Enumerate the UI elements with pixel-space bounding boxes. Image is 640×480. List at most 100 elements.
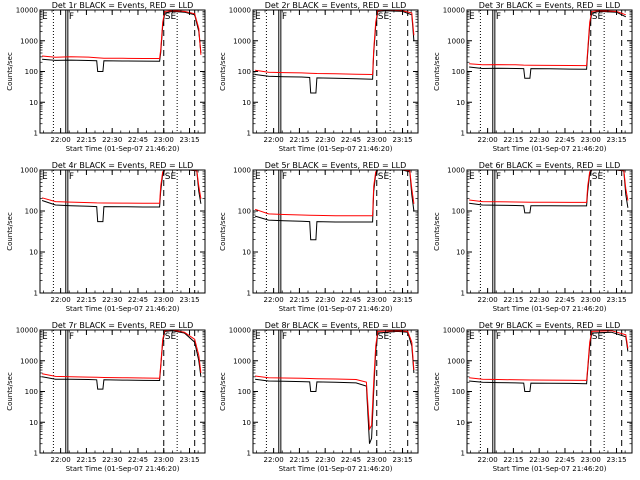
y-tick-label: 1 — [247, 290, 251, 298]
detector-panel: Det 4r BLACK = Events, RED = LLD 1 10 100 10… — [6, 161, 206, 313]
x-tick-label: 22:45 — [341, 456, 361, 464]
detector-panel: Det 3r BLACK = Events, RED = LLD 1 10 100 10… — [433, 1, 633, 153]
panel-title: Det 6r BLACK = Events, RED = LLD — [479, 161, 621, 170]
y-tick-label: 10000 — [16, 7, 38, 15]
x-axis-label: Start Time (01-Sep-07 21:46:20) — [493, 145, 607, 153]
y-tick-label: 100 — [238, 388, 251, 396]
y-tick-label: 100 — [25, 208, 38, 216]
plot-frame — [252, 169, 419, 294]
y-tick-label: 1 — [461, 450, 465, 458]
segment-marker: F — [69, 12, 74, 22]
segment-marker: E — [255, 172, 261, 182]
x-tick-label: 22:00 — [478, 136, 498, 144]
x-tick-label: 22:45 — [555, 136, 575, 144]
x-tick-label: 22:45 — [555, 456, 575, 464]
x-tick-label: 22:30 — [529, 296, 549, 304]
y-tick-label: 1000 — [447, 37, 465, 45]
segment-marker: SE — [165, 12, 177, 22]
segment-marker: F — [496, 12, 501, 22]
y-tick-label: 1000 — [447, 357, 465, 365]
x-tick-label: 22:15 — [289, 456, 309, 464]
x-tick-label: 22:15 — [76, 456, 96, 464]
events-series-line — [469, 331, 629, 392]
y-tick-label: 10000 — [443, 7, 465, 15]
x-tick-label: 23:00 — [367, 136, 387, 144]
segment-marker: E — [42, 332, 48, 342]
x-tick-label: 23:15 — [392, 456, 412, 464]
x-tick-label: 23:00 — [367, 296, 387, 304]
x-tick-label: 22:00 — [51, 136, 71, 144]
y-axis-label: Counts/sec — [6, 52, 14, 91]
panel-title: Det 5r BLACK = Events, RED = LLD — [265, 161, 407, 170]
y-axis-label: Counts/sec — [219, 212, 227, 251]
x-tick-label: 22:15 — [289, 136, 309, 144]
plot-frame — [252, 9, 419, 134]
y-axis-label: Counts/sec — [219, 52, 227, 91]
y-tick-label: 1 — [34, 450, 38, 458]
segment-marker: E — [469, 332, 475, 342]
segment-marker: SE — [378, 12, 390, 22]
x-axis-label: Start Time (01-Sep-07 21:46:20) — [279, 145, 393, 153]
x-tick-label: 23:15 — [606, 136, 626, 144]
panel-title: Det 8r BLACK = Events, RED = LLD — [265, 321, 407, 330]
y-tick-label: 1000 — [233, 37, 251, 45]
segment-marker: E — [255, 332, 261, 342]
y-tick-label: 1 — [461, 290, 465, 298]
x-tick-label: 22:00 — [264, 136, 284, 144]
x-tick-label: 23:00 — [154, 456, 174, 464]
y-tick-label: 1 — [34, 130, 38, 138]
y-axis-label: Counts/sec — [433, 372, 441, 411]
x-axis-label: Start Time (01-Sep-07 21:46:20) — [66, 305, 180, 313]
segment-marker: E — [469, 172, 475, 182]
panel-title: Det 2r BLACK = Events, RED = LLD — [265, 1, 407, 10]
y-tick-label: 10 — [242, 99, 251, 107]
segment-marker: F — [496, 172, 501, 182]
y-tick-label: 10 — [456, 249, 465, 257]
segment-marker: E — [42, 172, 48, 182]
segment-marker: E — [42, 12, 48, 22]
panel-title: Det 9r BLACK = Events, RED = LLD — [479, 321, 621, 330]
x-tick-label: 23:15 — [179, 296, 199, 304]
y-tick-label: 1000 — [20, 37, 38, 45]
lld-series-line — [469, 10, 626, 67]
x-axis-label: Start Time (01-Sep-07 21:46:20) — [279, 305, 393, 313]
y-tick-label: 100 — [238, 208, 251, 216]
lld-series-line — [255, 330, 415, 431]
y-tick-label: 10 — [242, 249, 251, 257]
detector-panel: Det 9r BLACK = Events, RED = LLD 1 10 100 10… — [433, 321, 633, 473]
x-tick-label: 22:45 — [341, 136, 361, 144]
x-tick-label: 22:00 — [478, 456, 498, 464]
y-tick-label: 1 — [247, 130, 251, 138]
panel-title: Det 4r BLACK = Events, RED = LLD — [52, 161, 194, 170]
x-tick-label: 22:15 — [289, 296, 309, 304]
y-tick-label: 1 — [461, 130, 465, 138]
panel-title: Det 7r BLACK = Events, RED = LLD — [52, 321, 194, 330]
plot-frame — [466, 9, 633, 134]
detector-panel: Det 6r BLACK = Events, RED = LLD 1 10 100 10… — [433, 161, 633, 313]
y-tick-label: 10000 — [443, 327, 465, 335]
x-tick-label: 22:45 — [555, 296, 575, 304]
x-axis-label: Start Time (01-Sep-07 21:46:20) — [279, 465, 393, 473]
y-tick-label: 10 — [242, 419, 251, 427]
x-axis-label: Start Time (01-Sep-07 21:46:20) — [493, 305, 607, 313]
detector-panel: Det 2r BLACK = Events, RED = LLD 1 10 100 10… — [219, 1, 419, 153]
y-tick-label: 10 — [29, 99, 38, 107]
detector-panel: Det 7r BLACK = Events, RED = LLD 1 10 100 10… — [6, 321, 206, 473]
x-tick-label: 22:45 — [128, 296, 148, 304]
x-tick-label: 23:00 — [367, 456, 387, 464]
y-axis-label: Counts/sec — [6, 372, 14, 411]
x-tick-label: 23:15 — [606, 456, 626, 464]
segment-marker: SE — [378, 332, 390, 342]
x-tick-label: 22:15 — [503, 136, 523, 144]
y-axis-label: Counts/sec — [433, 52, 441, 91]
events-series-line — [42, 10, 202, 72]
x-tick-label: 23:15 — [606, 296, 626, 304]
y-tick-label: 10000 — [229, 7, 251, 15]
y-tick-label: 10000 — [16, 327, 38, 335]
y-tick-label: 1 — [247, 450, 251, 458]
panel-title: Det 1r BLACK = Events, RED = LLD — [52, 1, 194, 10]
segment-marker: F — [282, 332, 287, 342]
y-tick-label: 100 — [452, 388, 465, 396]
segment-marker: SE — [378, 172, 390, 182]
y-tick-label: 10 — [456, 419, 465, 427]
